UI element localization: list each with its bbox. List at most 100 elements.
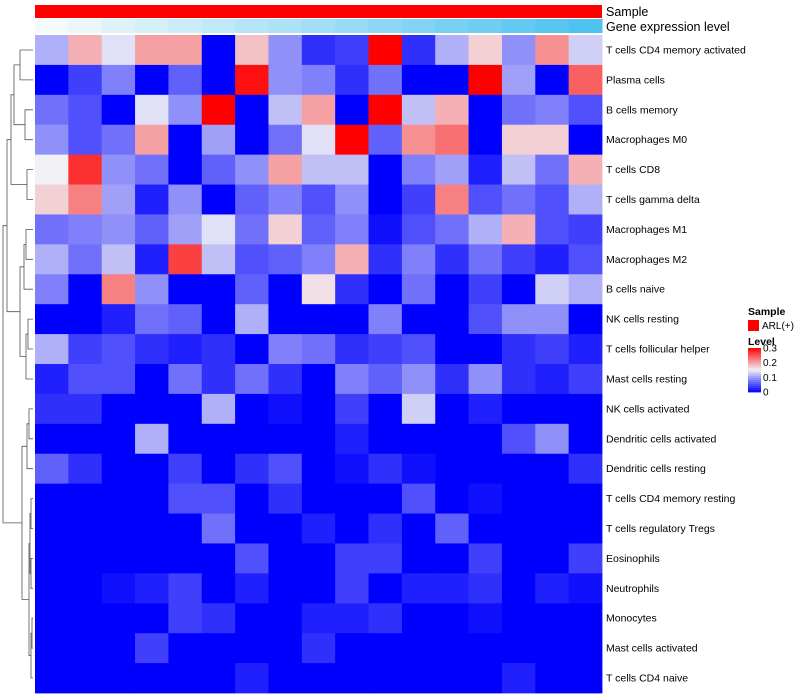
heatmap-cell (535, 124, 570, 156)
heatmap-cell (468, 244, 503, 275)
heatmap-cell (501, 124, 536, 156)
heatmap-cell (535, 513, 570, 544)
heatmap-cell (301, 184, 336, 215)
heatmap-cell (201, 633, 236, 664)
heatmap-cell (301, 154, 336, 185)
heatmap-cell (501, 184, 536, 215)
heatmap-cell (501, 94, 536, 126)
heatmap-cell (368, 513, 403, 544)
row-label: Neutrophils (606, 583, 659, 595)
heatmap-cell (101, 124, 136, 156)
dendrogram-branch (24, 109, 33, 141)
heatmap-cell (568, 214, 603, 245)
heatmap-cell (301, 423, 336, 455)
heatmap-cell (401, 154, 436, 185)
heatmap-cell (268, 453, 303, 485)
heatmap-cell (501, 244, 536, 275)
heatmap-cell (468, 184, 503, 215)
heatmap-cell (135, 244, 169, 275)
heatmap-cell (368, 633, 403, 664)
heatmap-cell (535, 64, 570, 96)
heatmap-cell (568, 304, 603, 335)
heatmap-cell (568, 94, 603, 126)
heatmap-cell (201, 453, 236, 485)
heatmap-cell (301, 393, 336, 425)
heatmap-cell (335, 364, 369, 395)
heatmap-cell (68, 184, 103, 215)
heatmap-cell (435, 483, 469, 514)
heatmap-cell (201, 573, 236, 604)
row-label: T cells gamma delta (606, 194, 700, 206)
heatmap-cell (435, 423, 469, 455)
heatmap-cell (101, 423, 136, 455)
heatmap-cell (568, 603, 603, 634)
heatmap-cell (268, 124, 303, 156)
heatmap-cell (368, 334, 403, 365)
heatmap-cell (235, 633, 269, 664)
heatmap-cell (368, 274, 403, 305)
heatmap-cell (335, 603, 369, 634)
heatmap-cell (68, 274, 103, 305)
heatmap-cell (35, 633, 69, 664)
heatmap-cell (235, 663, 269, 694)
heatmap-cell (535, 214, 570, 245)
heatmap-cell (301, 214, 336, 245)
gene-expression-annotation-cell (235, 19, 269, 33)
row-label: T cells CD4 memory activated (606, 44, 746, 56)
heatmap-cell (201, 423, 236, 455)
row-label: Dendritic cells resting (606, 463, 706, 475)
heatmap-cell (35, 364, 69, 395)
heatmap-cell (201, 483, 236, 514)
heatmap-cell (468, 94, 503, 126)
heatmap-cell (335, 453, 369, 485)
heatmap-cell (335, 214, 369, 245)
heatmap-cell (468, 64, 503, 96)
heatmap-cell (468, 304, 503, 335)
heatmap-cell (201, 513, 236, 544)
heatmap-cell (235, 124, 269, 156)
heatmap-cell (501, 573, 536, 604)
heatmap-cell (568, 274, 603, 305)
heatmap-cell (201, 334, 236, 365)
row-label: B cells memory (606, 104, 679, 116)
dendrogram-branch (25, 333, 33, 380)
heatmap-cell (168, 603, 203, 634)
heatmap-cell (268, 364, 303, 395)
heatmap-cell (535, 483, 570, 514)
heatmap-cell (401, 244, 436, 275)
heatmap-cell (435, 94, 469, 126)
heatmap-cell (401, 573, 436, 604)
heatmap-cell (501, 633, 536, 664)
heatmap-cell (568, 244, 603, 275)
gene-expression-annotation-cell (135, 19, 169, 33)
heatmap-cell (101, 364, 136, 395)
heatmap-cell (35, 423, 69, 455)
heatmap-cell (501, 154, 536, 185)
heatmap-cell (301, 124, 336, 156)
heatmap-cell (135, 364, 169, 395)
heatmap-cell (301, 64, 336, 96)
dendrogram-branch (6, 139, 20, 313)
heatmap-cell (501, 64, 536, 96)
heatmap-cell (468, 274, 503, 305)
heatmap-cell (368, 214, 403, 245)
heatmap-cell (501, 453, 536, 485)
heatmap-cell (435, 184, 469, 215)
heatmap-cell (135, 453, 169, 485)
heatmap-cell (168, 543, 203, 574)
heatmap-cell (401, 334, 436, 365)
heatmap-cell (301, 603, 336, 634)
heatmap-cell (335, 543, 369, 574)
heatmap-cell (268, 603, 303, 634)
gene-expression-annotation-cell (435, 19, 470, 33)
row-label: Eosinophils (606, 553, 660, 565)
heatmap-cell (68, 663, 103, 694)
heatmap-cell (235, 543, 269, 574)
heatmap-cell (101, 603, 136, 634)
heatmap-cell (435, 214, 469, 245)
heatmap-cell (535, 543, 570, 574)
heatmap-cell (368, 453, 403, 485)
row-label: NK cells activated (606, 403, 690, 415)
heatmap-cell (135, 274, 169, 305)
heatmap-cell (335, 663, 369, 694)
